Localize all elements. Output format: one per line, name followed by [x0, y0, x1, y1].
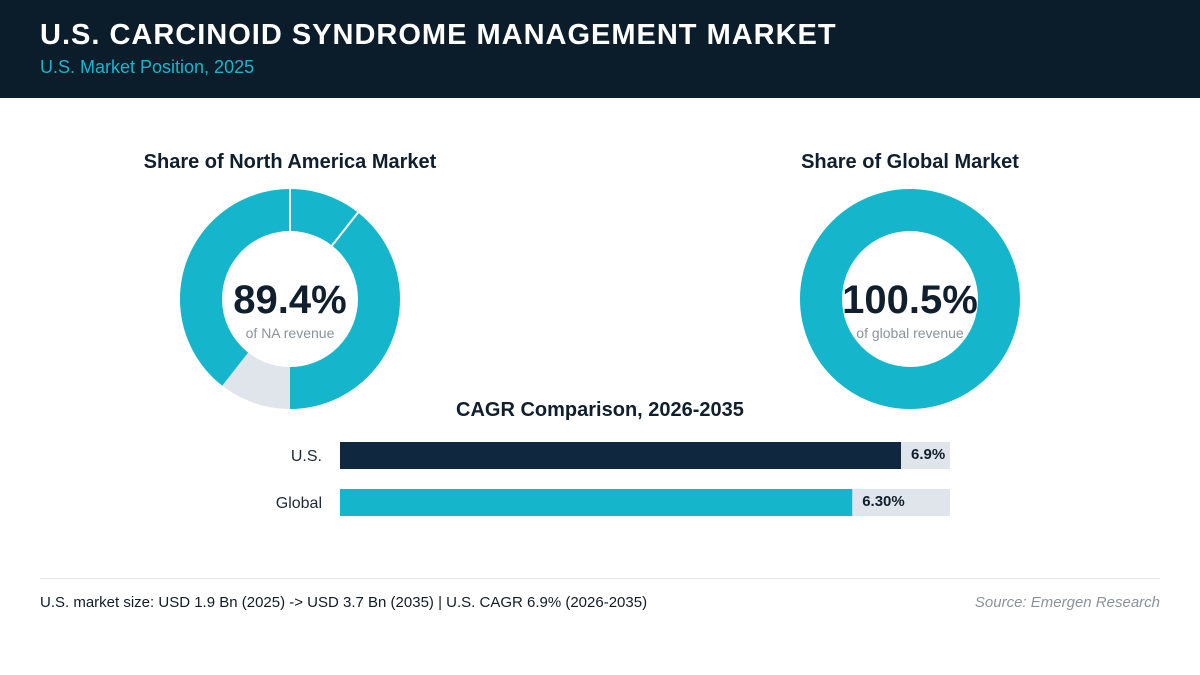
donut-caption: of NA revenue: [246, 325, 335, 341]
bar-category-label: Global: [276, 495, 322, 512]
global-share-title: Share of Global Market: [801, 151, 1019, 173]
bar-us: [340, 442, 901, 469]
donut-value-label: 100.5%: [842, 278, 978, 322]
donut-slice: [800, 189, 1020, 409]
footer-note: U.S. market size: USD 1.9 Bn (2025) -> U…: [40, 594, 648, 611]
bar-global: [340, 489, 853, 516]
source-credit: Source: Emergen Research: [974, 594, 1160, 611]
cagr-bar-chart: U.S. 6.9% Global 6.30%: [276, 442, 950, 516]
page-title: U.S. CARCINOID SYNDROME MANAGEMENT MARKE…: [40, 19, 837, 51]
slice-separator: [329, 211, 360, 248]
bar-value-label: 6.30%: [862, 493, 905, 510]
bar-value-label: 6.9%: [911, 446, 945, 463]
donut-caption: of global revenue: [856, 325, 964, 341]
cagr-chart-title: CAGR Comparison, 2026-2035: [456, 399, 744, 421]
donut-value-label: 89.4%: [233, 278, 346, 322]
footer-divider: [40, 578, 1160, 579]
page-subtitle: U.S. Market Position, 2025: [40, 57, 255, 77]
header-banner: U.S. CARCINOID SYNDROME MANAGEMENT MARKE…: [0, 0, 1200, 98]
bar-category-label: U.S.: [291, 448, 322, 465]
global-share-donut: 100.5% of global revenue: [800, 189, 1020, 409]
na-share-donut: 89.4% of NA revenue: [180, 188, 400, 409]
na-share-title: Share of North America Market: [143, 151, 437, 173]
